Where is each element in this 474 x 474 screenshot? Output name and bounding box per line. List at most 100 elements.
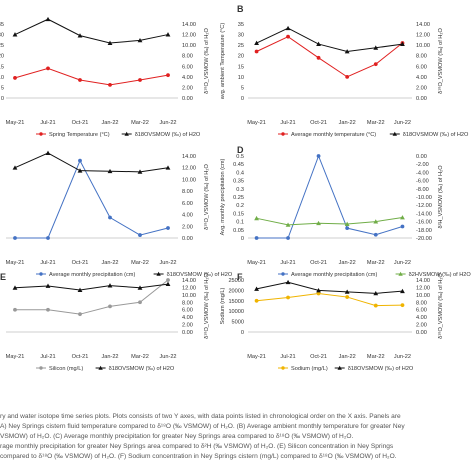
data-point [165,165,171,170]
right-tick-label: 10.00 [182,43,196,49]
right-tick-label: -10.00 [416,195,432,201]
data-point [12,165,18,170]
legend-marker [392,131,397,136]
left-tick-label: 0.35 [233,179,244,185]
data-point [13,76,17,80]
data-point [45,16,51,22]
left-axis-label: avg. ambient Temperature (°C) [220,23,226,100]
left-tick-label: 35 [238,22,244,28]
data-point [373,219,379,224]
left-tick-label: 25 [238,43,244,49]
right-tick-label: 14.00 [182,22,196,28]
data-point [137,169,143,174]
x-tick-label: Jul-21 [280,354,295,360]
panel-letter: E [0,272,6,282]
data-point [285,25,291,31]
right-tick-label: 0.00 [416,154,427,160]
left-tick-label: 15 [238,64,244,70]
x-tick-label: Jul-21 [40,260,55,266]
x-tick-label: Jun-22 [394,120,411,126]
left-tick-label: 0.3 [236,187,244,193]
panel-c: 14.00 12.00 10.00 8.00 6.00 4.00 2.00 0.00 δ¹⁸O_… [6,150,233,278]
x-tick-label: Mar-22 [131,120,149,126]
right-tick-label: 2.00 [182,224,193,230]
right-axis-label: δ¹⁸O_VSMOW (‰) of H₂O [437,272,444,338]
x-tick-label: May-21 [247,260,266,266]
legend-marker [39,272,43,276]
legend-marker [281,272,285,276]
series-line [14,152,169,173]
left-tick-label: 20000 [228,288,244,294]
right-tick-label: 8.00 [182,54,193,60]
right-tick-label: 8.00 [182,300,193,306]
data-point [373,62,378,67]
data-point [285,279,291,285]
right-tick-label: 10.00 [416,43,430,49]
right-tick-label: 14.00 [182,278,196,284]
x-tick-label: Oct-21 [72,120,89,126]
data-point [107,168,113,174]
left-tick-label: 25000 [228,278,244,284]
right-tick-label: 0.00 [182,236,193,242]
legend-marker [124,131,129,136]
caption-line: rage monthly precipitation for greater N… [0,443,394,450]
panel-a: 35 30 25 20 15 10 5 0 14.00 12.00 10.00 8.00 6.00 4.0… [0,16,210,138]
right-tick-label: -20.00 [416,236,432,242]
panel-letter: B [237,4,244,14]
x-tick-label: Oct-21 [72,260,89,266]
figure-canvas: 35 30 25 20 15 10 5 0 14.00 12.00 10.00 8.00 6.00 4.0… [0,4,472,372]
right-tick-label: 2.00 [182,85,193,91]
left-tick-label: 5000 [232,320,244,326]
data-point [344,49,350,54]
x-tick-label: Jan-22 [101,354,118,360]
x-tick-label: Mar-22 [367,260,385,266]
legend-label: Sodium (mg/L) [291,366,328,372]
right-axis-label: δ¹⁸O_VSMOW (‰) of H₂O [437,27,444,93]
data-point [373,303,378,308]
right-tick-label: -4.00 [416,170,429,176]
left-tick-label: 0 [241,330,244,336]
right-tick-label: -16.00 [416,220,432,226]
x-tick-label: Oct-21 [310,260,327,266]
data-point [344,221,350,226]
right-tick-label: 2.00 [416,85,427,91]
left-tick-label: 15000 [228,299,244,305]
left-tick-label: 0.05 [233,228,244,234]
data-point [286,236,290,240]
right-tick-label: 12.00 [416,33,430,39]
x-tick-label: Jul-21 [280,120,295,126]
series-line [256,293,403,307]
legend-label: δ2HVSMOW (‰) of H2O [409,272,472,278]
x-tick-label: Jun-22 [394,260,411,266]
left-tick-label: 20 [238,54,244,60]
legend-marker [98,365,103,370]
left-axis-label: Avg. monthly precipitation (cm) [220,159,226,236]
data-point [77,33,83,38]
left-tick-label: 0 [241,236,244,242]
left-tick-label: 30 [238,33,244,39]
legend-label: Average monthly precipitation (cm) [291,272,377,278]
right-tick-label: 10.00 [182,177,196,183]
right-tick-label: 14.00 [182,154,196,160]
right-tick-label: 4.00 [416,315,427,321]
left-tick-label: 5 [1,85,4,91]
data-point [316,291,321,296]
right-tick-label: 4.00 [416,75,427,81]
left-tick-label: 10 [238,75,244,81]
data-point [400,303,405,308]
x-tick-label: Mar-22 [367,354,385,360]
right-tick-label: 6.00 [182,201,193,207]
left-tick-label: 0.25 [233,195,244,201]
right-tick-label: 0.00 [182,96,193,102]
data-point [107,283,113,288]
left-tick-label: 35 [0,22,4,28]
data-point [345,295,350,299]
left-tick-label: 0.4 [236,170,244,176]
right-tick-label: 12.00 [182,166,196,172]
data-point [108,304,112,309]
series-line [256,36,403,78]
right-axis-label: δ¹⁸O_VSMOW (‰) of H₂O [203,272,210,338]
data-point [78,78,82,82]
right-tick-label: 6.00 [416,64,427,70]
